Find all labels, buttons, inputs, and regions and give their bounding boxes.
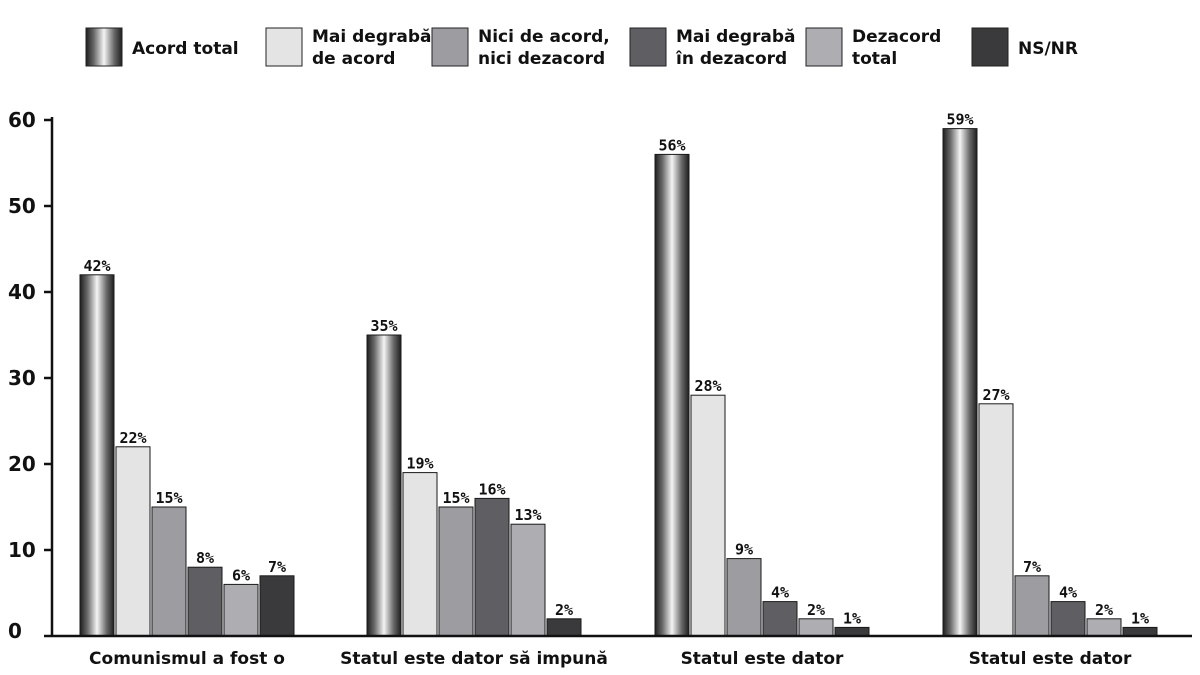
data-label: 19% bbox=[406, 455, 433, 473]
bar bbox=[834, 626, 870, 637]
legend-entry: Nici de acord,nici dezacord bbox=[431, 27, 610, 69]
legend-label: Nici de acord, bbox=[478, 27, 610, 47]
bar bbox=[546, 618, 582, 637]
y-tick-label: 0 bbox=[8, 619, 22, 643]
y-axis: 0 10 20 30 40 50 60 bbox=[8, 108, 54, 643]
legend-label: nici dezacord bbox=[478, 49, 605, 69]
bar bbox=[187, 566, 223, 637]
bar bbox=[1050, 601, 1086, 637]
legend-label: NS/NR bbox=[1018, 39, 1078, 59]
legend-swatch bbox=[85, 27, 123, 67]
data-label: 7% bbox=[1023, 558, 1041, 576]
data-label: 2% bbox=[1095, 601, 1113, 619]
data-label: 15% bbox=[155, 489, 182, 507]
data-label: 56% bbox=[658, 136, 685, 154]
bar bbox=[1086, 618, 1122, 637]
data-label: 13% bbox=[514, 506, 541, 524]
legend-label: în dezacord bbox=[675, 49, 787, 69]
data-label: 8% bbox=[196, 549, 214, 567]
bar bbox=[942, 128, 978, 637]
bar bbox=[474, 497, 510, 637]
bar bbox=[151, 506, 187, 637]
data-label: 1% bbox=[1131, 609, 1149, 627]
data-label: 59% bbox=[946, 111, 973, 129]
legend-entry: NS/NR bbox=[971, 27, 1078, 67]
y-tick-label: 10 bbox=[8, 538, 36, 562]
data-label: 7% bbox=[268, 558, 286, 576]
category-label: Statul este dator bbox=[681, 649, 844, 669]
bar bbox=[438, 506, 474, 637]
data-label: 9% bbox=[735, 541, 753, 559]
category-label: Statul este dator bbox=[969, 649, 1132, 669]
bar bbox=[510, 523, 546, 637]
bar bbox=[259, 575, 295, 637]
y-tick-label: 30 bbox=[8, 366, 36, 390]
x-axis: Comunismul a fost o Statul este dator să … bbox=[52, 634, 1192, 669]
data-label: 4% bbox=[1059, 584, 1077, 602]
bars: 42% 22% 15% 8% 6% 7% 35% 19% 15% 16% 13% 2% 56% 28% 9%… bbox=[79, 111, 1158, 637]
legend-entry: Acord total bbox=[85, 27, 239, 67]
data-label: 2% bbox=[555, 601, 573, 619]
legend-swatch bbox=[971, 27, 1009, 67]
data-label: 6% bbox=[232, 566, 250, 584]
category-label: Comunismul a fost o bbox=[89, 649, 285, 669]
legend-label: total bbox=[852, 49, 897, 69]
data-label: 22% bbox=[119, 429, 146, 447]
bar bbox=[1014, 575, 1050, 637]
data-label: 28% bbox=[694, 377, 721, 395]
bar bbox=[654, 153, 690, 637]
data-label: 35% bbox=[370, 317, 397, 335]
data-label: 2% bbox=[807, 601, 825, 619]
bar bbox=[726, 558, 762, 637]
bar bbox=[223, 583, 259, 637]
data-label: 15% bbox=[442, 489, 469, 507]
y-tick-label: 50 bbox=[8, 194, 36, 218]
bar bbox=[366, 334, 402, 637]
data-label: 16% bbox=[478, 480, 505, 498]
bar bbox=[115, 446, 151, 637]
legend-label: de acord bbox=[312, 49, 395, 69]
legend-label: Dezacord bbox=[852, 27, 941, 47]
legend-swatch bbox=[431, 27, 469, 67]
legend-label: Mai degrabă bbox=[676, 27, 796, 47]
legend-swatch bbox=[265, 27, 303, 67]
legend-label: Mai degrabă bbox=[312, 27, 432, 47]
bar bbox=[798, 618, 834, 637]
legend-label: Acord total bbox=[132, 39, 239, 59]
bar bbox=[978, 403, 1014, 637]
legend-swatch bbox=[629, 27, 667, 67]
bar bbox=[402, 472, 438, 637]
data-label: 27% bbox=[982, 386, 1009, 404]
y-tick-label: 20 bbox=[8, 452, 36, 476]
bar bbox=[79, 274, 115, 637]
y-tick-label: 40 bbox=[8, 280, 36, 304]
data-label: 1% bbox=[843, 609, 861, 627]
bar bbox=[762, 601, 798, 637]
data-label: 42% bbox=[83, 257, 110, 275]
category-label: Statul este dator să impună bbox=[340, 649, 608, 669]
legend-swatch bbox=[805, 27, 843, 67]
data-label: 4% bbox=[771, 584, 789, 602]
y-tick-label: 60 bbox=[8, 108, 36, 132]
bar bbox=[690, 394, 726, 637]
bar bbox=[1122, 626, 1158, 637]
